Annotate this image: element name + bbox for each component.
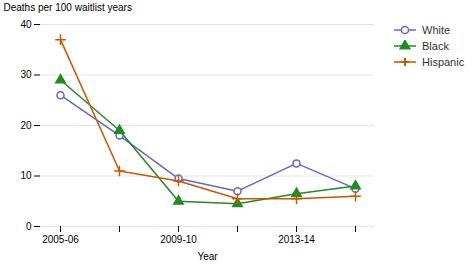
svg-text:2009-10: 2009-10 [160,234,197,245]
html-text:White: White [422,24,451,36]
svg-text:2005-06: 2005-06 [42,234,79,245]
svg-text:20: 20 [20,120,32,131]
svg-text:10: 10 [20,170,32,181]
svg-text:Year: Year [197,251,218,262]
svg-text:40: 40 [20,19,32,30]
svg-text:0: 0 [26,221,32,232]
svg-text:2013-14: 2013-14 [278,234,315,245]
svg-text:Deaths per 100 waitlist years: Deaths per 100 waitlist years [4,2,132,13]
svg-text:30: 30 [20,69,32,80]
html-text:Hispanic: Hispanic [422,56,465,68]
html-text:Black: Black [422,40,449,52]
